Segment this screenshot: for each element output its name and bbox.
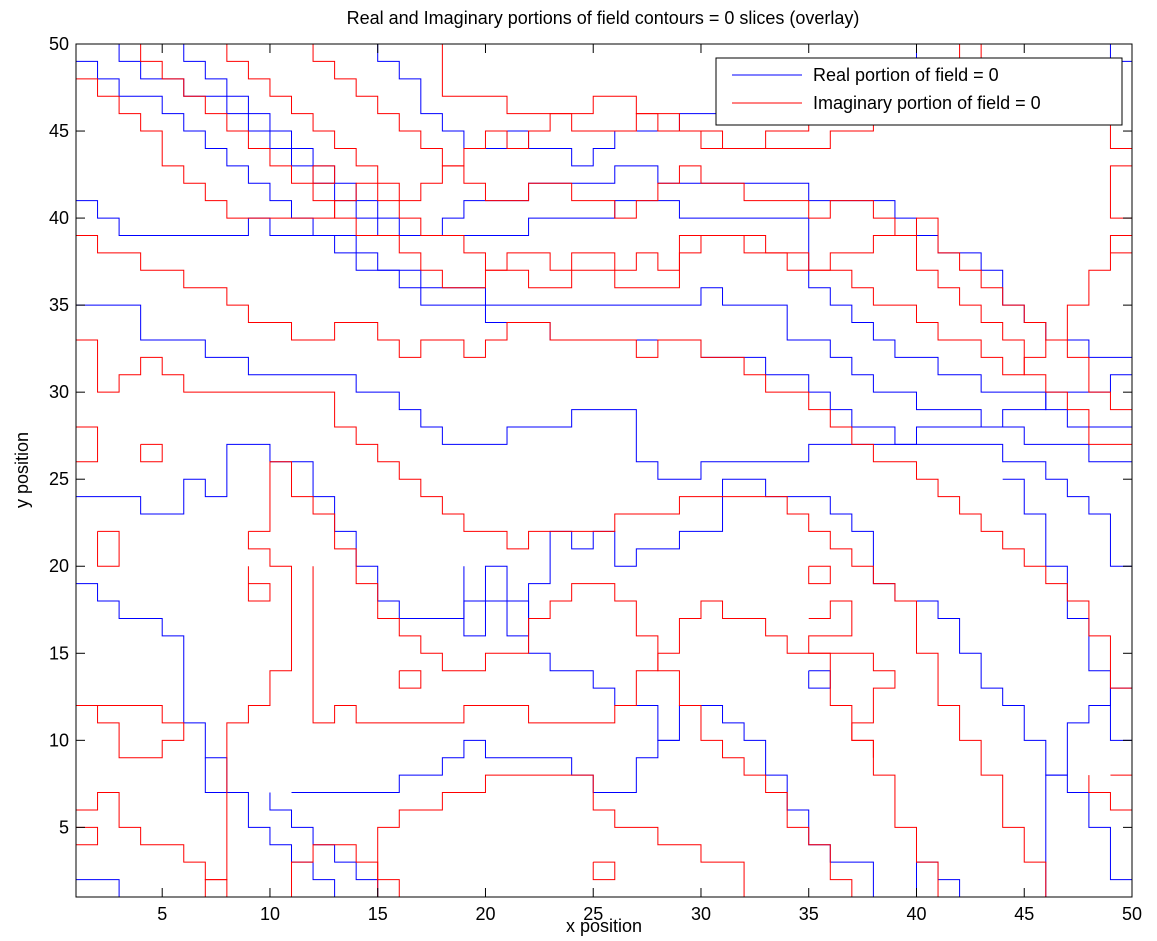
contour-line [140, 443, 163, 463]
contour-line [226, 44, 1132, 411]
contour-line [97, 530, 120, 567]
y-tick-label: 50 [49, 34, 69, 54]
contour-line [248, 461, 853, 897]
contour-line [247, 566, 271, 602]
contour-line [592, 861, 616, 881]
x-tick-label: 30 [691, 904, 711, 924]
legend-label-imaginary: Imaginary portion of field = 0 [813, 93, 1041, 113]
chart-title: Real and Imaginary portions of field con… [347, 8, 860, 28]
x-tick-label: 50 [1122, 904, 1142, 924]
y-tick-label: 10 [49, 730, 69, 750]
contour-line [76, 60, 1132, 567]
contour-line [76, 339, 1047, 897]
contour-line [398, 670, 422, 689]
y-axis-label: y position [12, 432, 32, 508]
contour-line [76, 426, 99, 463]
contour-line [377, 774, 745, 897]
y-tick-label: 40 [49, 208, 69, 228]
contour-line [140, 44, 1132, 376]
contour-line [808, 600, 896, 758]
y-tick-label: 45 [49, 121, 69, 141]
contour-line [76, 705, 185, 759]
contour-line [76, 44, 961, 219]
x-tick-label: 25 [583, 904, 603, 924]
x-tick-label: 20 [475, 904, 495, 924]
x-tick-label: 45 [1014, 904, 1034, 924]
contour-line [76, 304, 1132, 480]
contour-line [312, 566, 939, 897]
contour-line [312, 44, 1132, 445]
x-tick-label: 5 [157, 904, 167, 924]
contour-line [118, 44, 1132, 428]
legend-box [715, 57, 1123, 126]
axes-box [75, 43, 1133, 898]
y-tick-label: 15 [49, 643, 69, 663]
contour-line [1088, 774, 1132, 811]
y-tick-label: 35 [49, 295, 69, 315]
series-real [76, 44, 1132, 897]
contour-line [76, 443, 1132, 881]
x-tick-label: 15 [368, 904, 388, 924]
contour-line [76, 234, 1132, 689]
y-tick-label: 30 [49, 382, 69, 402]
contour-line [808, 565, 831, 585]
legend: Real portion of field = 0 Imaginary port… [715, 57, 1123, 126]
contour-line [76, 792, 228, 897]
contour-line [312, 165, 336, 184]
contour-line [76, 879, 120, 897]
x-axis-label: x position [566, 916, 642, 936]
contour-line [291, 844, 400, 897]
x-tick-label: 10 [260, 904, 280, 924]
x-tick-label: 40 [906, 904, 926, 924]
contour-line [204, 757, 227, 794]
contour-line [183, 44, 1132, 358]
contour-line [76, 826, 99, 846]
contour-line [463, 566, 680, 741]
x-tick-label: 35 [799, 904, 819, 924]
y-tick-label: 25 [49, 469, 69, 489]
y-tick-label: 5 [59, 817, 69, 837]
axis-ticks: 5 10 15 20 25 30 35 40 45 50 5 10 15 20 25 30 35 40 45 50 [49, 34, 1142, 924]
legend-label-real: Real portion of field = 0 [813, 65, 999, 85]
contour-line [204, 531, 293, 897]
y-tick-label: 20 [49, 556, 69, 576]
